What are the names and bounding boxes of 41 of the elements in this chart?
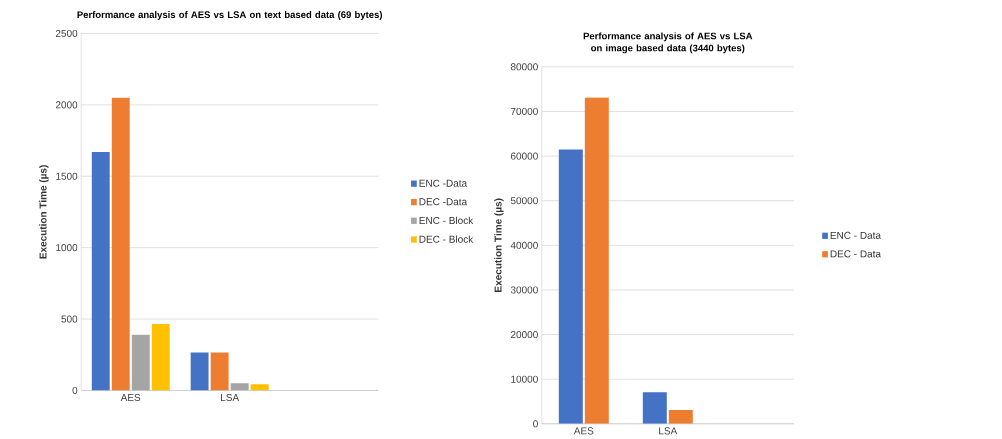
chart-title: Performance analysis of AES vs LSA on image based data (3440 bytes) <box>583 32 753 54</box>
y-tick-label: 20000 <box>510 331 538 339</box>
y-tick-label: 80000 <box>510 63 538 71</box>
bar <box>210 352 229 391</box>
legend-label: ENC - Data <box>830 231 881 239</box>
y-tick-label: 0 <box>72 386 78 394</box>
bar <box>151 324 170 391</box>
y-tick-label: 40000 <box>510 241 538 249</box>
legend-label: DEC -Data <box>419 198 468 206</box>
legend-label: ENC -Data <box>419 179 468 187</box>
y-tick-label: 60000 <box>510 152 538 160</box>
y-axis-title: Execution Time (µs) <box>39 165 49 259</box>
bar <box>584 97 609 424</box>
y-tick-label: 10000 <box>511 375 538 383</box>
y-tick-label: 1000 <box>56 244 78 252</box>
y-tick-label: 1500 <box>56 172 78 180</box>
bar <box>111 97 130 391</box>
bar <box>642 392 667 424</box>
y-tick-label: 50000 <box>510 197 538 205</box>
chart-title: Performance analysis of AES vs LSA on text based data (69 bytes) <box>77 11 383 20</box>
x-tick-label: LSA <box>221 393 240 402</box>
y-tick-label: 2000 <box>55 101 78 109</box>
x-tick-label: AES <box>120 393 141 402</box>
legend-label: ENC - Block <box>419 216 474 225</box>
bar <box>91 151 110 391</box>
x-tick-label: AES <box>573 427 594 435</box>
y-tick-label: 500 <box>61 315 78 323</box>
x-tick-label: LSA <box>659 427 678 435</box>
bar <box>190 352 209 391</box>
y-tick-label: 0 <box>533 420 538 428</box>
bar <box>250 384 269 391</box>
y-tick-label: 70000 <box>510 107 538 115</box>
bar <box>558 149 583 424</box>
y-tick-label: 2500 <box>55 29 78 37</box>
y-axis-title: Execution Time (µs) <box>494 198 504 292</box>
bar <box>668 409 693 424</box>
bar <box>230 383 249 391</box>
y-tick-label: 30000 <box>510 286 538 294</box>
legend-label: DEC - Data <box>830 250 881 258</box>
legend-label: DEC - Block <box>419 235 474 243</box>
bar <box>131 334 150 391</box>
